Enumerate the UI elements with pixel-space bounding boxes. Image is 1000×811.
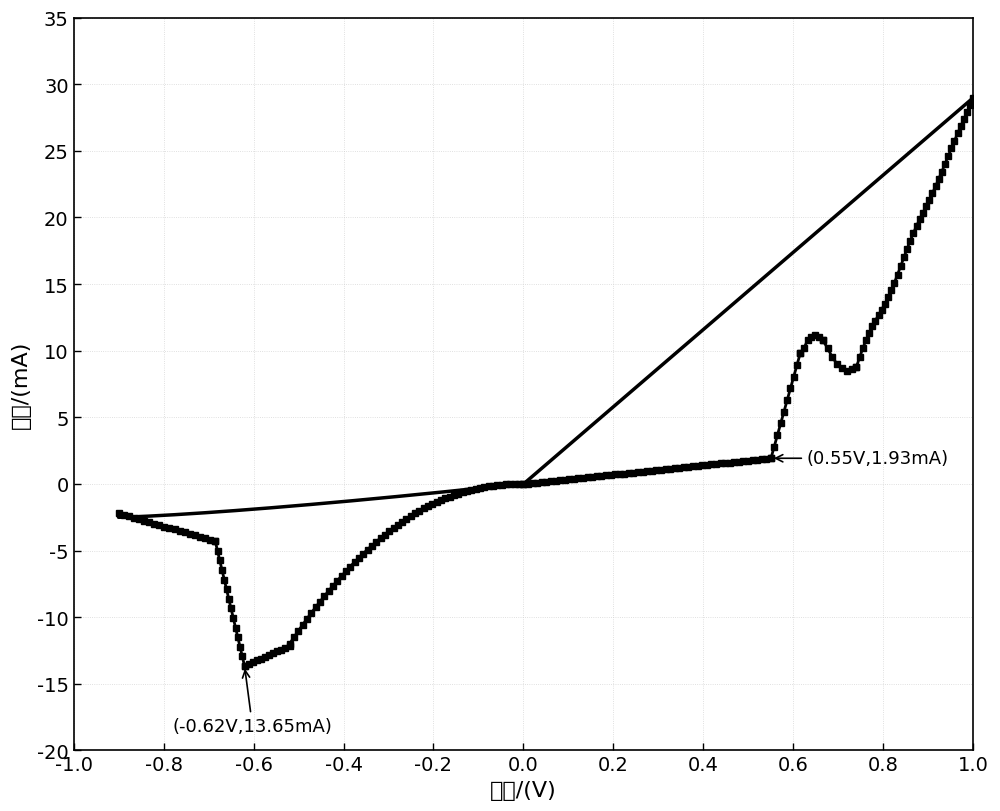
X-axis label: 电压/(V): 电压/(V) <box>490 780 557 800</box>
Text: (-0.62V,13.65mA): (-0.62V,13.65mA) <box>173 671 332 736</box>
Y-axis label: 电流/(mA): 电流/(mA) <box>11 341 31 429</box>
Text: (0.55V,1.93mA): (0.55V,1.93mA) <box>776 450 949 468</box>
